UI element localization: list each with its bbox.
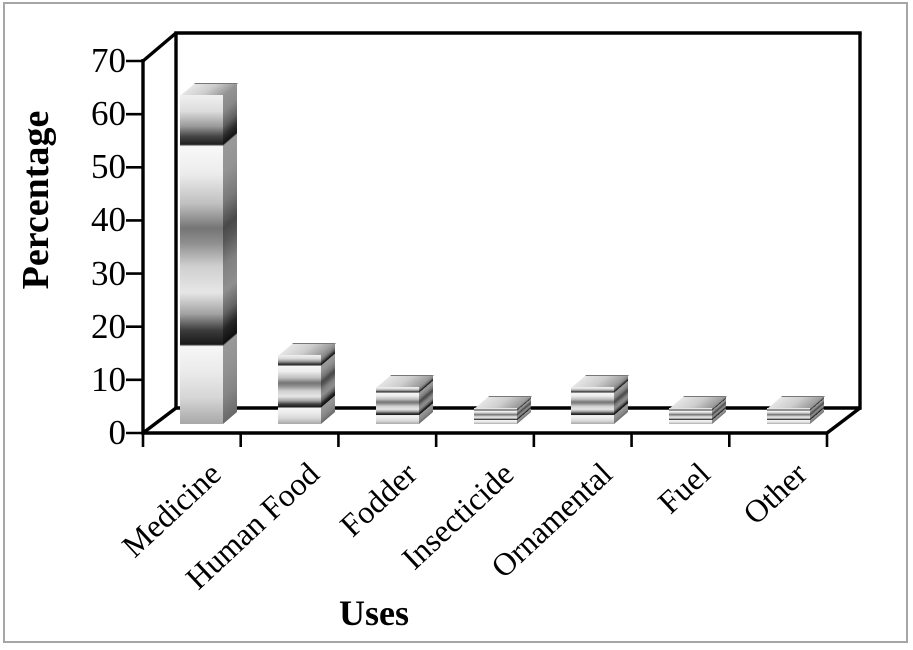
- bar-fodder-front-face: [375, 386, 419, 424]
- bar-fuel-front-face: [668, 408, 712, 424]
- depth-bottom-left-line: [141, 406, 178, 435]
- bar-other-front-face: [766, 408, 810, 424]
- bar-medicine-front-face: [180, 94, 224, 424]
- bar-ornamental-front-face: [571, 386, 615, 424]
- bar-medicine-side-face: [223, 82, 238, 424]
- depth-top-left-line: [141, 31, 178, 63]
- bar-insecticide-front-face: [473, 408, 517, 424]
- chart-border: [3, 2, 908, 643]
- bar-human-food-front-face: [278, 354, 322, 424]
- bar-human-food-side-face: [321, 342, 336, 424]
- depth-bottom-right-line: [825, 406, 862, 435]
